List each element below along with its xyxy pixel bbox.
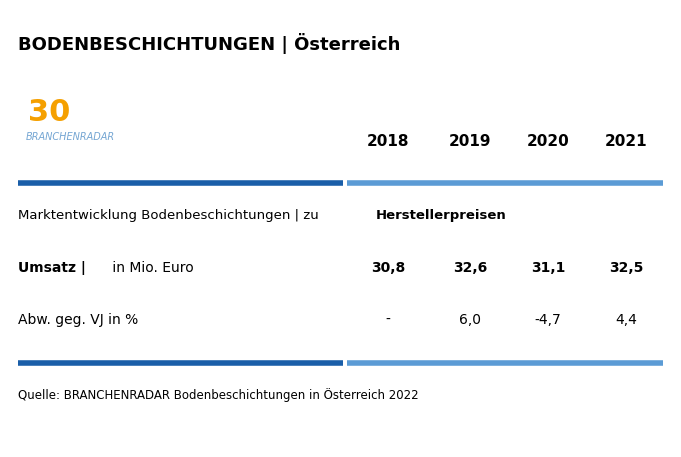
Text: 32,5: 32,5: [609, 261, 643, 275]
Text: Abw. geg. VJ in %: Abw. geg. VJ in %: [18, 313, 138, 327]
Text: 6,0: 6,0: [459, 313, 481, 327]
Text: -: -: [385, 313, 390, 327]
Text: 2021: 2021: [605, 134, 648, 149]
Text: jahre: jahre: [96, 97, 118, 106]
Text: Quelle: BRANCHENRADAR Bodenbeschichtungen in Österreich 2022: Quelle: BRANCHENRADAR Bodenbeschichtunge…: [18, 388, 419, 402]
Text: -4,7: -4,7: [535, 313, 561, 327]
Text: BRANCHENRADAR: BRANCHENRADAR: [26, 132, 115, 142]
Text: 2018: 2018: [367, 134, 409, 149]
Text: 32,6: 32,6: [453, 261, 487, 275]
Text: 2019: 2019: [449, 134, 491, 149]
Text: BRANCHENRADAR: BRANCHENRADAR: [26, 144, 131, 154]
Text: 2020: 2020: [526, 134, 569, 149]
Text: 30: 30: [29, 98, 71, 128]
Text: 31,1: 31,1: [530, 261, 565, 275]
Text: in Mio. Euro: in Mio. Euro: [108, 261, 194, 275]
Text: Marktentwicklung Bodenbeschichtungen | zu: Marktentwicklung Bodenbeschichtungen | z…: [18, 208, 323, 222]
Text: 30,8: 30,8: [371, 261, 405, 275]
Text: Umsatz |: Umsatz |: [18, 261, 86, 275]
Text: BODENBESCHICHTUNGEN | Österreich: BODENBESCHICHTUNGEN | Österreich: [18, 32, 400, 53]
Text: Herstellerpreisen: Herstellerpreisen: [376, 208, 507, 222]
Text: 4,4: 4,4: [615, 313, 637, 327]
